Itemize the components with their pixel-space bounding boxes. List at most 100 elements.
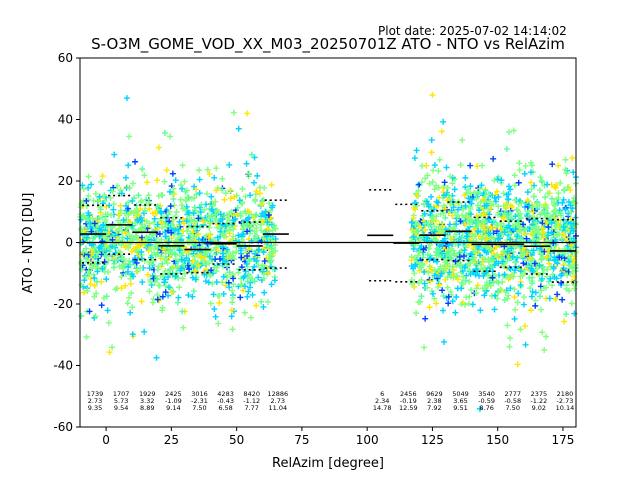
scatter-point	[408, 219, 415, 226]
scatter-point	[138, 214, 145, 221]
scatter-point	[189, 293, 196, 300]
scatter-point	[255, 274, 262, 281]
scatter-point	[451, 186, 458, 193]
scatter-point	[266, 200, 273, 207]
scatter-point	[217, 211, 224, 218]
scatter-point	[242, 217, 249, 224]
scatter-point	[155, 144, 162, 151]
scatter-point	[505, 191, 512, 198]
scatter-point	[156, 297, 163, 304]
scatter-point	[546, 246, 553, 253]
scatter-point	[219, 279, 226, 286]
scatter-point	[105, 319, 112, 326]
scatter-point	[528, 169, 535, 176]
scatter-point	[228, 254, 235, 261]
scatter-point	[82, 273, 89, 280]
scatter-point	[556, 254, 563, 261]
scatter-point	[553, 275, 560, 282]
scatter-point	[476, 272, 483, 279]
scatter-point	[258, 227, 265, 234]
scatter-point	[81, 277, 88, 284]
scatter-point	[493, 221, 500, 228]
scatter-point	[429, 290, 436, 297]
x-axis: 0 25 50 75 100 125 150 175	[102, 427, 574, 447]
scatter-point	[569, 154, 576, 161]
scatter-point	[84, 215, 91, 222]
scatter-point	[214, 208, 221, 215]
scatter-point	[224, 214, 231, 221]
scatter-point	[538, 255, 545, 262]
scatter-point	[256, 246, 263, 253]
scatter-point	[442, 245, 449, 252]
scatter-point	[480, 196, 487, 203]
scatter-point	[516, 224, 523, 231]
scatter-point	[139, 279, 146, 286]
scatter-point	[481, 247, 488, 254]
bin-std-label: 8.76	[479, 404, 493, 412]
bin-count-label: 12886	[267, 390, 288, 398]
scatter-point	[495, 260, 502, 267]
scatter-point	[173, 256, 180, 263]
scatter-point	[206, 271, 213, 278]
scatter-point	[244, 223, 251, 230]
scatter-point	[212, 198, 219, 205]
scatter-point	[557, 179, 564, 186]
scatter-point	[530, 208, 537, 215]
scatter-point	[196, 167, 203, 174]
scatter-point	[83, 245, 90, 252]
scatter-point	[191, 183, 198, 190]
scatter-point	[230, 233, 237, 240]
scatter-point	[99, 238, 106, 245]
bin-std-label: 9.02	[532, 404, 546, 412]
scatter-point	[133, 259, 140, 266]
scatter-point	[139, 166, 146, 173]
scatter-point	[241, 283, 248, 290]
scatter-point	[108, 212, 115, 219]
scatter-point	[422, 175, 429, 182]
scatter-point	[476, 207, 483, 214]
scatter-point	[452, 258, 459, 265]
scatter-point	[196, 176, 203, 183]
scatter-point	[429, 268, 436, 275]
scatter-point	[261, 258, 268, 265]
scatter-point	[536, 262, 543, 269]
scatter-point	[510, 273, 517, 280]
scatter-point	[124, 235, 131, 242]
scatter-point	[431, 295, 438, 302]
scatter-point	[168, 221, 175, 228]
scatter-point	[145, 198, 152, 205]
scatter-point	[86, 240, 93, 247]
scatter-point	[205, 260, 212, 267]
bin-mean-label: -2.31	[191, 397, 208, 405]
scatter-point	[512, 213, 519, 220]
scatter-point	[457, 218, 464, 225]
scatter-point	[495, 209, 502, 216]
scatter-point	[531, 193, 538, 200]
scatter-point	[200, 238, 207, 245]
scatter-point	[78, 225, 85, 232]
scatter-point	[204, 166, 211, 173]
scatter-point	[175, 294, 182, 301]
scatter-point	[471, 189, 478, 196]
scatter-point	[529, 288, 536, 295]
scatter-point	[157, 208, 164, 215]
scatter-point	[78, 312, 85, 319]
scatter-point	[465, 217, 472, 224]
scatter-point	[453, 221, 460, 228]
scatter-point	[179, 162, 186, 169]
scatter-point	[223, 226, 230, 233]
scatter-point	[245, 271, 252, 278]
scatter-point	[445, 300, 452, 307]
scatter-point	[170, 185, 177, 192]
scatter-point	[488, 225, 495, 232]
scatter-point	[103, 203, 110, 210]
scatter-point	[220, 273, 227, 280]
scatter-point	[263, 254, 270, 261]
scatter-point	[157, 253, 164, 260]
scatter-point	[564, 184, 571, 191]
scatter-point	[261, 289, 268, 296]
scatter-point	[460, 206, 467, 213]
scatter-point	[165, 211, 172, 218]
scatter-point	[503, 145, 510, 152]
scatter-point	[167, 203, 174, 210]
